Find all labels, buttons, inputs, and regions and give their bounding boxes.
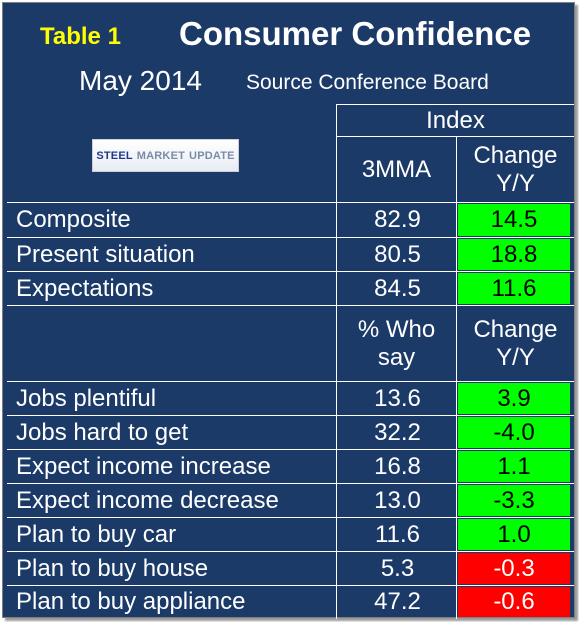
row-change: -3.3 [458,485,570,516]
divider [7,449,574,450]
col-3mma-label: 3MMA [361,155,432,183]
row-change: 3.9 [458,383,570,414]
row-value: 13.6 [374,384,421,412]
divider [7,381,574,382]
divider [7,271,574,272]
divider [336,104,337,619]
row-change: -0.3 [458,553,570,584]
row-change: -4.0 [458,417,570,448]
row-label: Plan to buy house [16,554,209,582]
divider [7,202,574,203]
row-value: 80.5 [374,240,421,268]
divider [7,551,574,552]
col-who-say-label-1: % Who [357,315,436,343]
col-change-header-2: Change Y/Y [457,306,574,381]
row-label: Plan to buy car [16,520,177,548]
col-change-label-1: Change [473,141,558,169]
row-value: 84.5 [374,274,421,302]
divider [7,585,574,586]
col-who-say-label-2: say [377,343,416,371]
divider [7,483,574,484]
row-change: -0.6 [458,587,570,617]
col-change-label-2: Y/Y [496,343,535,371]
row-value: 5.3 [380,554,415,582]
row-value: 16.8 [374,452,421,480]
row-label: Expect income increase [16,452,271,480]
col-change-label-1: Change [473,315,558,343]
row-value: 11.6 [375,520,420,548]
logo-part-3: UPDATE [189,149,235,162]
col-3mma-header: 3MMA [337,137,456,202]
divider [7,415,574,416]
row-label: Expectations [16,274,154,302]
row-value: 82.9 [374,206,421,233]
row-label: Expect income decrease [16,486,279,514]
col-who-say-header: % Who say [337,306,456,381]
divider [456,136,457,619]
row-change: 1.0 [458,519,570,550]
divider [336,104,574,105]
col-change-label-2: Y/Y [496,169,535,197]
steel-market-update-logo: STEEL MARKET UPDATE [92,139,239,172]
row-change: 1.1 [458,451,570,482]
divider [7,237,574,238]
divider [7,517,574,518]
divider [336,136,574,137]
row-change: 11.6 [458,273,570,304]
row-value: 32.2 [374,418,421,446]
divider [7,305,574,306]
page-title: Consumer Confidence [179,15,532,52]
source-note: Source Conference Board [246,71,489,94]
row-change: 18.8 [458,239,570,270]
col-change-header: Change Y/Y [457,137,574,202]
index-group-header: Index [337,105,574,136]
report-date: May 2014 [79,65,202,96]
table-label: Table 1 [40,23,121,50]
row-label: Plan to buy appliance [16,588,246,615]
row-label: Composite [16,206,131,233]
index-group-label: Index [426,106,485,134]
row-value: 13.0 [374,486,421,514]
logo-part-2: MARKET [136,149,186,162]
row-change: 14.5 [458,204,570,236]
row-value: 47.2 [374,588,421,615]
row-label: Jobs plentiful [16,384,157,412]
row-label: Jobs hard to get [16,418,189,446]
logo-part-1: STEEL [96,149,133,162]
row-label: Present situation [16,240,195,268]
